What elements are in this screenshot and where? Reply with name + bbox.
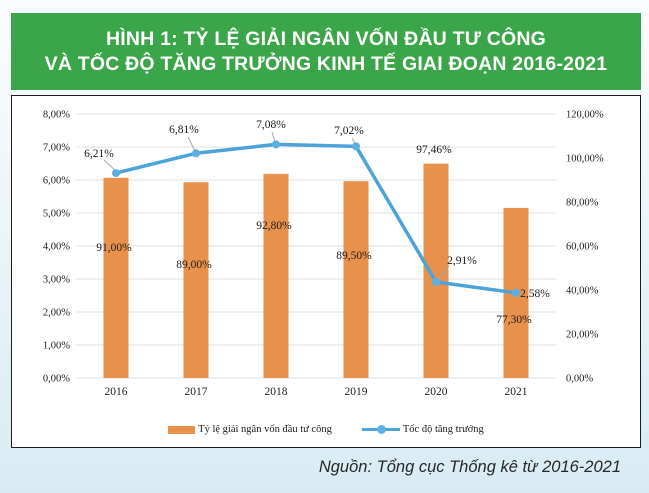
left-axis-tick-label: 3,00% <box>43 275 70 286</box>
x-axis-category-label: 2017 <box>185 386 208 398</box>
bar-2016 <box>103 177 129 378</box>
chart-plot-area: 0,00% 1,00% 2,00% 3,00% 4,00% 5,00% 6,00% 7,00%… <box>43 110 604 399</box>
left-axis-tick-label: 5,00% <box>43 209 70 220</box>
line-data-label: 7,08% <box>256 119 286 131</box>
label-leader-line <box>271 131 276 143</box>
label-leader-line <box>103 159 117 172</box>
right-axis-tick-label: 120,00% <box>566 110 604 121</box>
bar-series-swatch-icon <box>168 425 196 434</box>
line-marker-2019 <box>352 142 360 151</box>
bar-2018 <box>263 173 289 378</box>
legend-item-bar-series: Tỷ lệ giải ngân vốn đầu tư công <box>168 424 332 435</box>
right-axis-tick-label: 80,00% <box>566 198 599 209</box>
growth-line <box>114 142 518 295</box>
line-data-label: 6,21% <box>84 148 114 160</box>
x-axis-category-label: 2021 <box>505 386 528 398</box>
bar-2019 <box>343 181 369 378</box>
bar-data-label: 92,80% <box>256 220 292 232</box>
x-axis-category-label: 2020 <box>425 386 448 398</box>
line-marker-2018 <box>272 140 280 149</box>
right-axis-tick-label: 60,00% <box>566 242 599 253</box>
line-marker-2017 <box>192 149 200 158</box>
right-axis-tick-label: 40,00% <box>566 286 599 297</box>
legend-item-line-series: Tốc độ tăng trưởng <box>361 424 484 435</box>
label-leader-line <box>187 136 196 152</box>
source-caption: Nguồn: Tổng cục Thống kê từ 2016-2021 <box>318 458 621 476</box>
line-marker-2021 <box>512 288 520 297</box>
left-axis-tick-label: 4,00% <box>43 242 70 253</box>
line-series-swatch-icon <box>361 425 400 434</box>
bar-data-label: 77,30% <box>496 314 532 326</box>
left-axis-tick-label: 7,00% <box>43 143 70 154</box>
line-data-label: 2,91% <box>447 255 477 267</box>
line-data-label: 6,81% <box>169 124 199 136</box>
right-axis-tick-label: 20,00% <box>566 330 599 341</box>
left-axis-tick-label: 1,00% <box>43 341 70 352</box>
left-axis-tick-label: 8,00% <box>43 110 70 121</box>
right-axis-tick-label: 100,00% <box>566 154 604 165</box>
bar-data-label: 97,46% <box>416 144 452 156</box>
line-marker-2016 <box>112 169 120 178</box>
figure-title-line-2: VÀ TỐC ĐỘ TĂNG TRƯỞNG KINH TẾ GIAI ĐOẠN … <box>44 52 608 75</box>
x-axis-category-label: 2019 <box>345 386 368 398</box>
bar-2017 <box>183 182 209 378</box>
figure-title-line-1: HÌNH 1: TỶ LỆ GIẢI NGÂN VỐN ĐẦU TƯ CÔNG <box>106 27 546 50</box>
left-axis-tick-label: 0,00% <box>43 374 70 385</box>
legend-label-bar-series: Tỷ lệ giải ngân vốn đầu tư công <box>198 424 332 435</box>
bar-data-label: 91,00% <box>96 242 132 254</box>
figure-title-banner: HÌNH 1: TỶ LỆ GIẢI NGÂN VỐN ĐẦU TƯ CÔNG … <box>11 13 641 90</box>
right-axis-tick-label: 0,00% <box>566 374 593 385</box>
bar-data-label: 89,50% <box>336 250 372 262</box>
left-axis-tick-label: 2,00% <box>43 308 70 319</box>
x-axis-category-label: 2016 <box>105 386 128 398</box>
x-axis-category-label: 2018 <box>265 386 288 398</box>
bar-data-label: 89,00% <box>176 259 212 271</box>
chart-legend: Tỷ lệ giải ngân vốn đầu tư công Tốc độ t… <box>12 424 640 435</box>
line-marker-2020 <box>432 277 440 286</box>
chart-panel: 0,00% 1,00% 2,00% 3,00% 4,00% 5,00% 6,00% 7,00%… <box>11 95 641 448</box>
legend-label-line-series: Tốc độ tăng trưởng <box>402 424 484 435</box>
line-data-label: 7,02% <box>334 125 364 137</box>
line-data-label: 2,58% <box>520 288 550 300</box>
left-axis-tick-label: 6,00% <box>43 176 70 187</box>
